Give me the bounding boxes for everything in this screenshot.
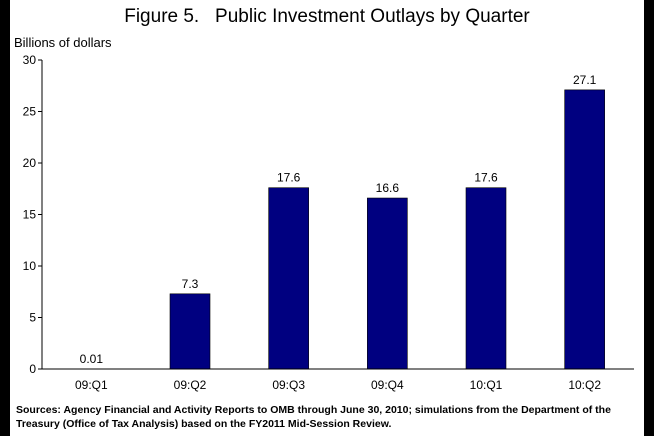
bar	[268, 187, 309, 370]
bar	[169, 293, 211, 370]
y-tick-label: 10	[23, 259, 37, 273]
x-category-label: 09:Q4	[371, 378, 404, 392]
y-axis-label: Billions of dollars	[14, 35, 112, 50]
bar	[367, 197, 408, 370]
bar-chart: 0 5 10 15 20 25 30 0.01 7.3 17.6 16.6 17.6 27.1 09:…	[23, 53, 634, 392]
bars	[71, 89, 605, 370]
x-category-label: 10:Q2	[568, 378, 601, 392]
y-tick-label: 0	[29, 362, 36, 376]
bar	[564, 89, 605, 370]
source-note: Sources: Agency Financial and Activity R…	[16, 404, 611, 430]
x-category-label: 09:Q3	[272, 378, 305, 392]
y-tick-label: 5	[29, 311, 36, 325]
chart-panel: Figure 5. Public Investment Outlays by Q…	[10, 0, 644, 436]
data-label: 16.6	[376, 181, 400, 195]
bar	[465, 187, 507, 370]
y-axis-ticks: 0 5 10 15 20 25 30	[23, 53, 42, 376]
data-label: 27.1	[573, 73, 597, 87]
x-category-label: 10:Q1	[470, 378, 503, 392]
y-tick-label: 15	[23, 208, 37, 222]
data-label: 17.6	[277, 171, 301, 185]
chart-title: Figure 5. Public Investment Outlays by Q…	[124, 6, 530, 27]
y-tick-label: 20	[23, 156, 37, 170]
x-category-label: 09:Q2	[174, 378, 207, 392]
data-labels: 0.01 7.3 17.6 16.6 17.6 27.1	[80, 73, 597, 366]
y-tick-label: 30	[23, 53, 37, 67]
data-label: 17.6	[474, 171, 498, 185]
data-label: 7.3	[182, 277, 199, 291]
y-tick-label: 25	[23, 105, 37, 119]
x-axis-categories: 09:Q1 09:Q2 09:Q3 09:Q4 10:Q1 10:Q2	[75, 378, 601, 392]
data-label: 0.01	[80, 352, 104, 366]
x-category-label: 09:Q1	[75, 378, 108, 392]
